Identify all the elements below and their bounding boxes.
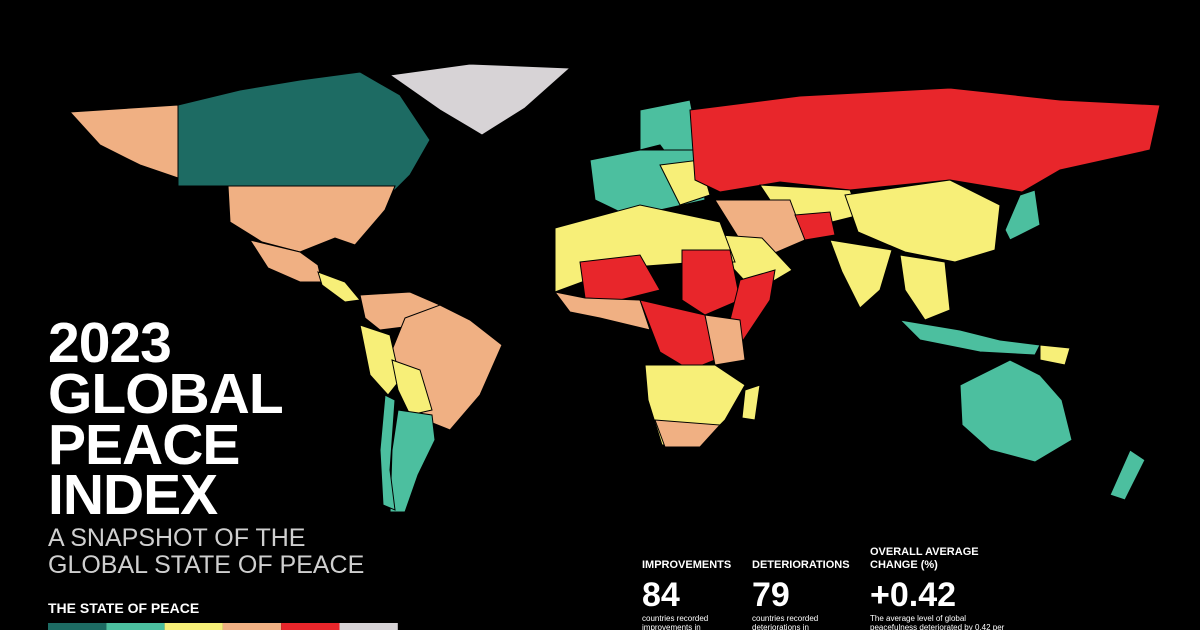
stat-note: improvements in bbox=[642, 623, 701, 630]
russia bbox=[689, 87, 1161, 193]
stat-note: countries recorded bbox=[752, 614, 818, 623]
stat-note: peacefulness deteriorated by 0.42 per bbox=[870, 623, 1005, 630]
legend-swatch bbox=[164, 623, 223, 630]
title-line: INDEX bbox=[48, 463, 218, 527]
stat-note: The average level of global bbox=[870, 614, 966, 623]
stat-heading: OVERALL AVERAGE bbox=[870, 546, 979, 558]
legend-swatch bbox=[281, 623, 340, 630]
usa bbox=[227, 185, 396, 253]
bolivia-paraguay bbox=[391, 359, 433, 416]
papua bbox=[1039, 344, 1071, 366]
afghanistan bbox=[794, 211, 836, 241]
alaska bbox=[68, 104, 179, 179]
sahel bbox=[579, 254, 661, 301]
east-africa bbox=[704, 314, 746, 366]
argentina bbox=[389, 409, 436, 513]
south-africa bbox=[654, 419, 722, 448]
stat-note: countries recorded bbox=[642, 614, 708, 623]
canada bbox=[177, 71, 431, 193]
subtitle-line: GLOBAL STATE OF PEACE bbox=[48, 551, 364, 579]
title-line: 2023 bbox=[48, 311, 171, 375]
india bbox=[829, 239, 893, 309]
legend-swatch bbox=[339, 623, 398, 630]
japan bbox=[1004, 189, 1041, 241]
stat-value: 79 bbox=[752, 576, 790, 614]
stat-heading: IMPROVEMENTS bbox=[642, 559, 731, 571]
legend-swatches bbox=[48, 623, 398, 630]
legend-swatch bbox=[222, 623, 282, 630]
sudan bbox=[681, 249, 741, 316]
central-america bbox=[317, 271, 361, 303]
peru bbox=[359, 324, 401, 396]
title-line: GLOBAL bbox=[48, 362, 283, 426]
stat-note: deteriorations in bbox=[752, 623, 809, 630]
australia bbox=[959, 359, 1073, 463]
title-line: PEACE bbox=[48, 413, 239, 477]
indonesia bbox=[898, 319, 1041, 356]
new-zealand bbox=[1109, 449, 1146, 501]
china bbox=[844, 179, 1001, 263]
stat-heading: CHANGE (%) bbox=[870, 559, 938, 571]
stat-value: +0.42 bbox=[870, 576, 956, 614]
subtitle-line: A SNAPSHOT OF THE bbox=[48, 524, 305, 552]
madagascar bbox=[741, 384, 761, 421]
greenland bbox=[388, 63, 572, 136]
west-africa bbox=[553, 291, 651, 331]
world-map bbox=[68, 63, 1161, 513]
southeast-asia bbox=[899, 254, 951, 321]
legend-title: THE STATE OF PEACE bbox=[48, 600, 199, 616]
stat-value: 84 bbox=[642, 576, 680, 614]
chile bbox=[379, 394, 396, 511]
stat-heading: DETERIORATIONS bbox=[752, 559, 850, 571]
middle-east bbox=[714, 199, 806, 256]
legend-swatch bbox=[106, 623, 165, 630]
legend-swatch bbox=[48, 623, 107, 630]
